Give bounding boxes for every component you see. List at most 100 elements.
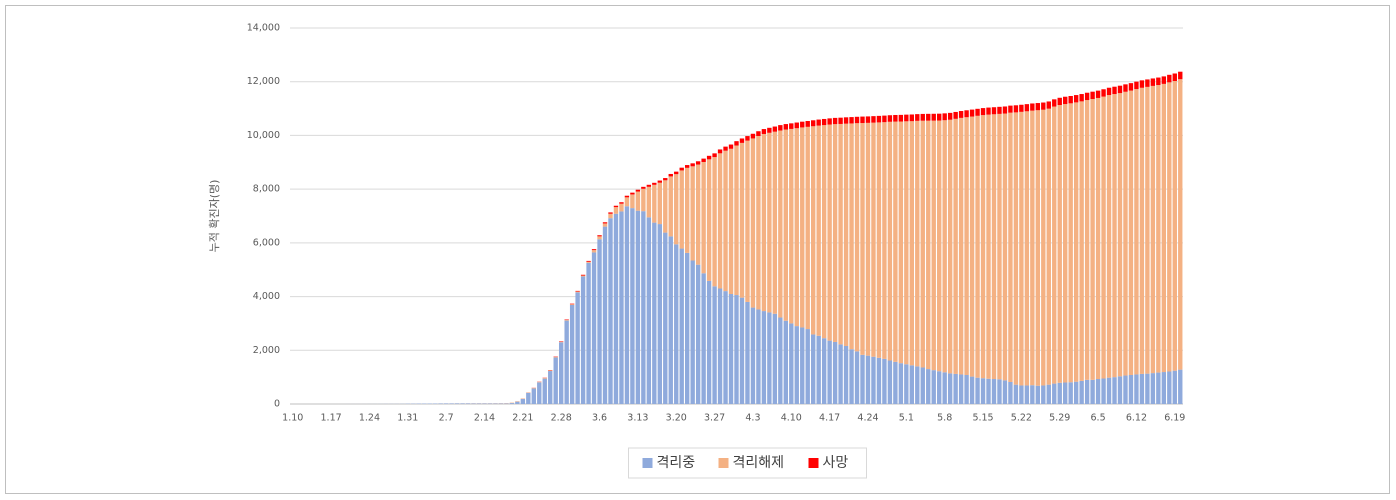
x-tick-label: 4.3 [745,413,760,424]
bar-segment [991,114,997,380]
bar-segment [931,120,936,371]
x-tick-label: 1.10 [282,413,303,424]
bar-segment [772,131,778,314]
bar-segment [728,144,734,149]
bar-segment [695,161,701,165]
bar-segment [602,226,608,404]
bar-segment [613,205,619,208]
bar-segment [465,403,471,404]
bar-segment [537,382,542,404]
bar-segment [1052,99,1057,107]
bar-segment [920,120,925,368]
bar-segment [947,373,953,404]
bar-segment [926,113,931,121]
legend-swatch [642,458,653,468]
bar-segment [1101,89,1106,97]
bar-segment [1112,86,1117,95]
bar-segment [1041,109,1046,386]
bar-segment [1172,370,1177,404]
bar-segment [898,363,904,404]
bar-segment [1090,379,1095,404]
bar-segment [942,372,947,404]
bar-segment [619,202,624,204]
bar-segment [564,320,569,404]
bar-segment [586,260,591,262]
bar-segment [964,374,969,404]
bar-segment [624,206,630,404]
bar-segment [1095,379,1101,404]
bar-segment [652,222,657,404]
bar-segment [1095,97,1101,380]
bar-segment [613,207,619,214]
bar-segment [811,334,816,404]
bar-segment [1084,379,1090,404]
bar-segment [1112,377,1117,404]
bar-segment [1101,378,1106,404]
bar-segment [695,264,701,404]
bar-segment [767,127,772,133]
bar-segment [1106,87,1112,96]
bar-segment [1156,85,1161,373]
bar-segment [811,120,816,127]
x-tick-label: 6.5 [1091,413,1106,424]
bar-segment [564,319,569,321]
bar-segment [685,167,690,253]
bar-segment [712,286,717,404]
bar-segment [811,126,816,335]
bar-segment [657,182,662,225]
bar-segment [772,126,778,132]
bar-segment [679,167,684,171]
bar-segment [602,222,608,224]
bar-segment [915,366,920,404]
bar-segment [498,403,504,404]
bar-segment [745,136,750,141]
bar-segment [723,150,728,292]
bar-segment [1167,371,1172,404]
bar-segment [1145,79,1150,87]
y-tick-label: 14,000 [247,23,280,34]
bar-segment [1112,94,1117,378]
bar-segment [569,303,575,305]
bar-segment [986,378,991,404]
x-tick-label: 2.7 [439,413,454,424]
bar-segment [843,345,849,404]
bar-segment [679,170,684,249]
bar-segment [476,403,482,404]
bar-segment [800,127,805,328]
bar-segment [849,117,854,124]
bar-segment [997,106,1002,114]
bar-segment [1035,385,1041,404]
bar-segment [838,117,843,124]
x-tick-label: 1.24 [359,413,380,424]
bar-segment [630,208,635,404]
x-tick-label: 3.27 [704,413,725,424]
x-tick-label: 5.22 [1011,413,1032,424]
bar-segment [1178,71,1183,80]
bar-segment [1139,87,1145,374]
bar-segment [1079,94,1084,102]
bar-segment [778,317,783,404]
bar-segment [800,121,805,128]
bar-segment [438,403,443,404]
bar-segment [1145,86,1150,374]
bar-segment [558,341,564,343]
bar-segment [646,184,652,187]
bar-segment [493,403,498,404]
bar-segment [1024,104,1030,112]
bar-segment [805,121,810,127]
bar-segment [591,250,597,253]
bar-segment [904,114,909,122]
bar-segment [1123,375,1128,404]
bar-segment [805,126,810,330]
bar-segment [843,123,849,346]
bar-segment [915,120,920,367]
bar-segment [1041,385,1046,404]
bar-segment [887,121,893,361]
bar-segment [1139,373,1145,404]
bar-segment [969,116,975,377]
bar-segment [652,182,657,185]
bar-segment [449,403,454,404]
bar-segment [1134,374,1139,404]
bar-segment [816,335,821,404]
bar-segment [958,374,964,404]
